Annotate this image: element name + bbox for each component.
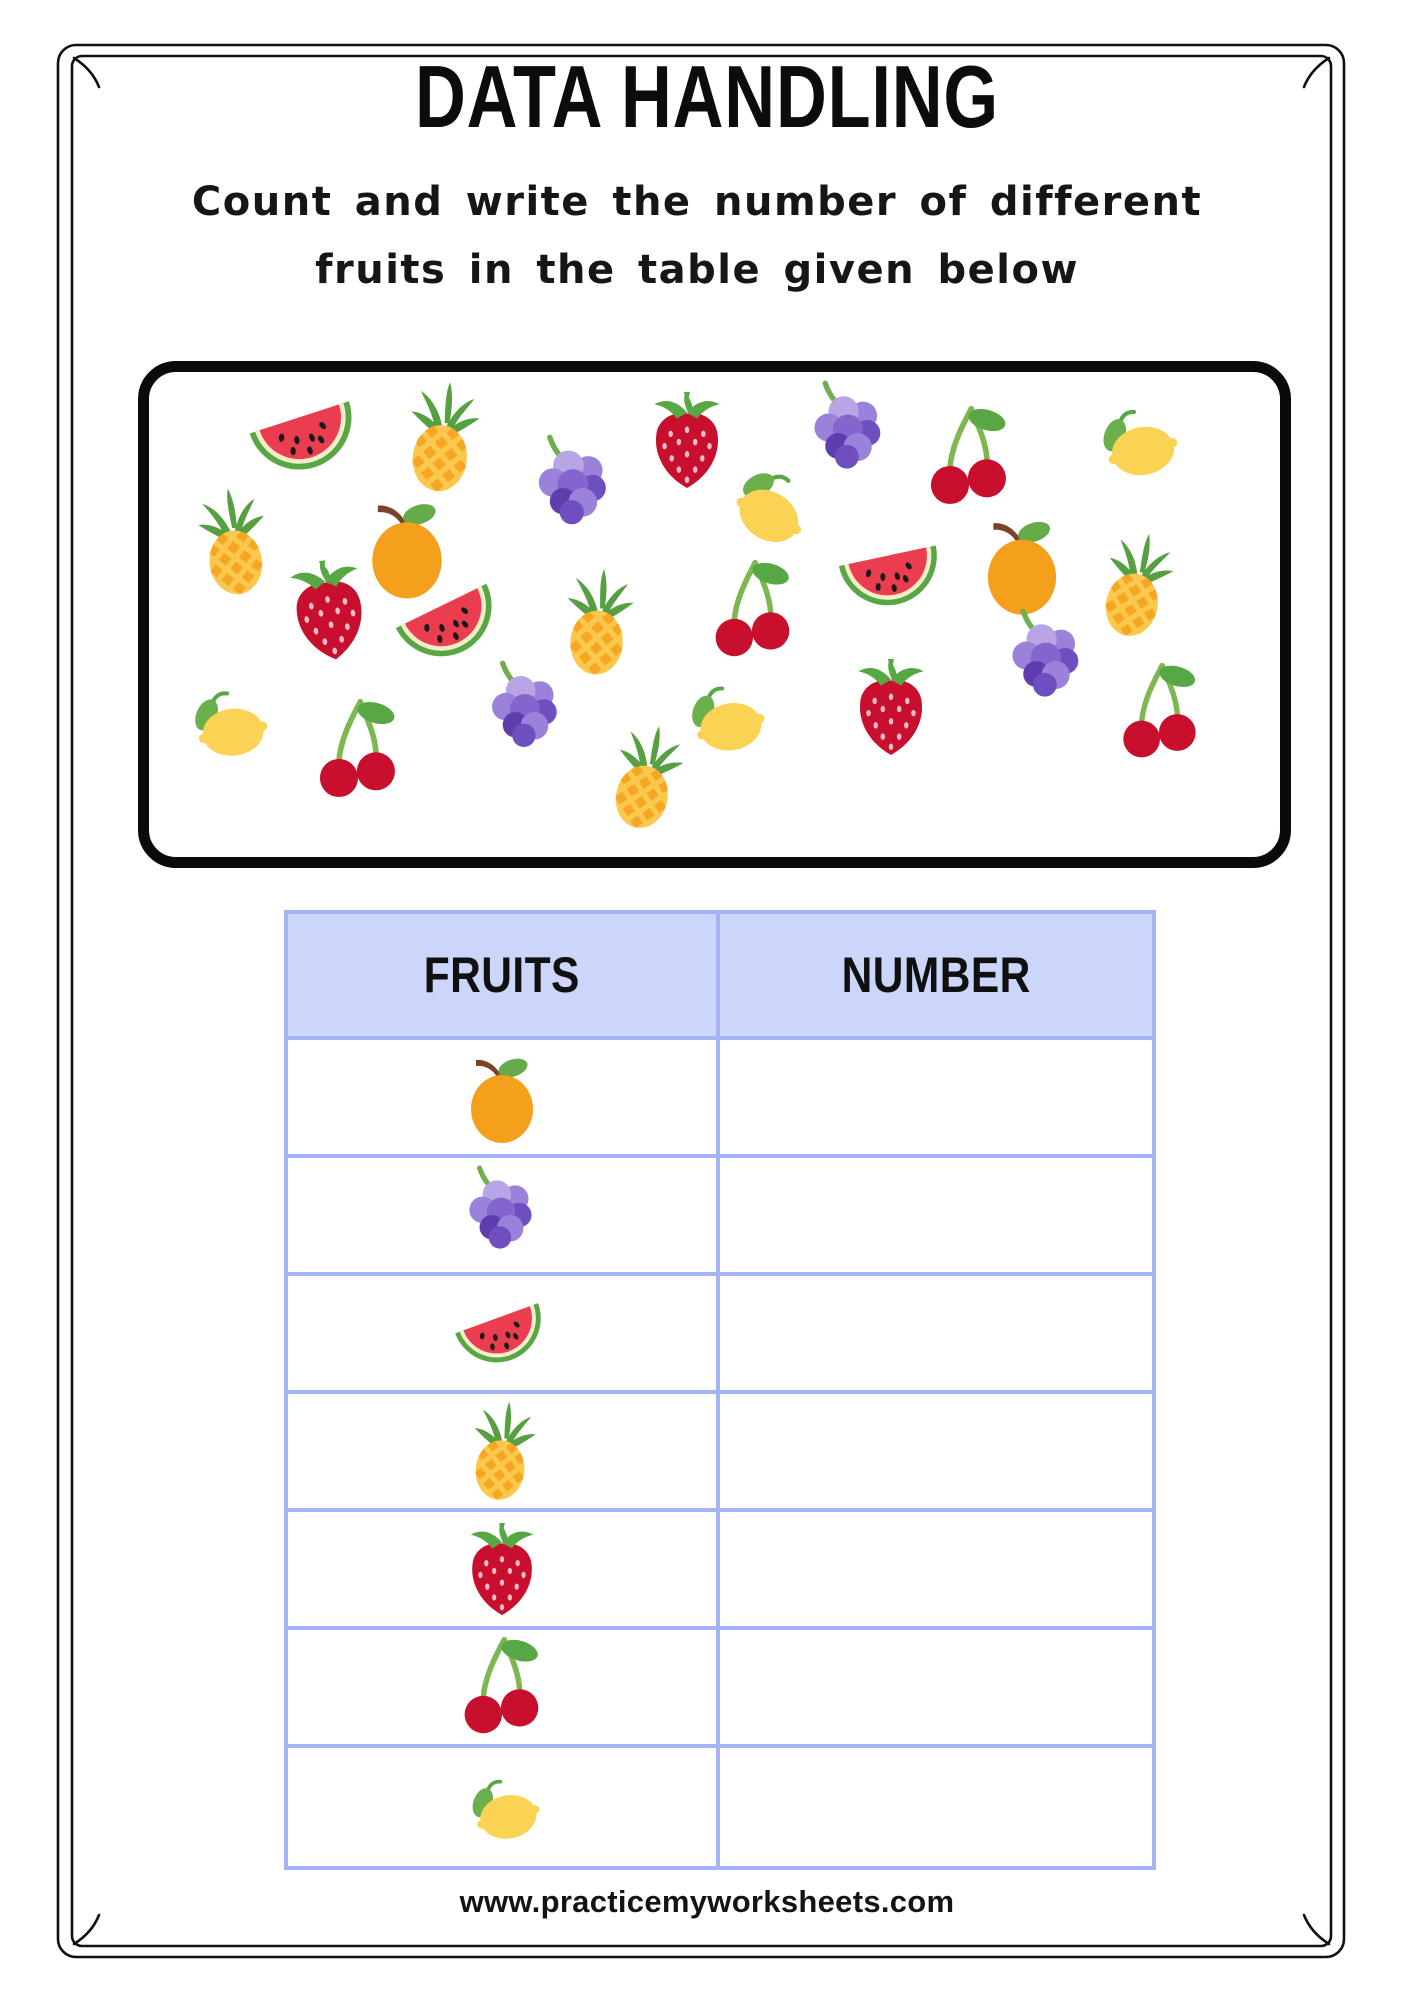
lemon-icon (1081, 384, 1192, 495)
cherries-icon (698, 555, 808, 665)
instructions-line2: fruits in the table given below (315, 247, 1079, 293)
cherries-icon (447, 1632, 557, 1742)
number-cell-strawberry[interactable] (720, 1512, 1152, 1630)
number-cell-cherries[interactable] (720, 1630, 1152, 1748)
fruit-cell-cherries (288, 1630, 720, 1748)
page-title: DATA HANDLING (415, 47, 999, 146)
number-cell-pineapple[interactable] (720, 1394, 1152, 1512)
strawberry-icon (453, 1520, 551, 1618)
grapes-icon (993, 607, 1101, 715)
grapes-icon (451, 1164, 553, 1266)
pineapple-icon (449, 1398, 555, 1504)
fruit-cell-lemon (288, 1748, 720, 1866)
strawberry-icon (269, 550, 389, 670)
cherries-icon (913, 401, 1025, 513)
table-header-number: NUMBER (720, 914, 1152, 1040)
cherries-icon (302, 694, 414, 806)
fruit-scatter-box (138, 361, 1291, 868)
fruit-cell-strawberry (288, 1512, 720, 1630)
lemon-icon (176, 670, 278, 772)
grapes-icon (473, 659, 579, 765)
number-cell-orange[interactable] (720, 1040, 1152, 1158)
fruit-cell-pineapple (288, 1394, 720, 1512)
orange-icon (967, 509, 1077, 619)
orange-icon (452, 1047, 552, 1147)
fruit-cell-watermelon (288, 1276, 720, 1394)
number-cell-watermelon[interactable] (720, 1276, 1152, 1394)
number-cell-grapes[interactable] (720, 1158, 1152, 1276)
fruit-cell-orange (288, 1040, 720, 1158)
instructions: Count and write the number of different … (0, 168, 1394, 304)
pineapple-icon (579, 711, 712, 844)
table-header-fruits: FRUITS (288, 914, 720, 1040)
fruit-cell-grapes (288, 1158, 720, 1276)
instructions-line1: Count and write the number of different (191, 179, 1203, 225)
count-table: FRUITS NUMBER (284, 910, 1156, 1870)
watermelon-icon (453, 1284, 551, 1382)
lemon-icon (455, 1760, 549, 1854)
number-cell-lemon[interactable] (720, 1748, 1152, 1866)
cherries-icon (1106, 658, 1214, 766)
strawberry-icon (636, 389, 738, 491)
grapes-icon (519, 433, 629, 543)
footer-url: www.practicemyworksheets.com (459, 1884, 955, 1919)
strawberry-icon (840, 656, 942, 758)
watermelon-icon (826, 508, 956, 638)
pineapple-icon (377, 373, 507, 503)
